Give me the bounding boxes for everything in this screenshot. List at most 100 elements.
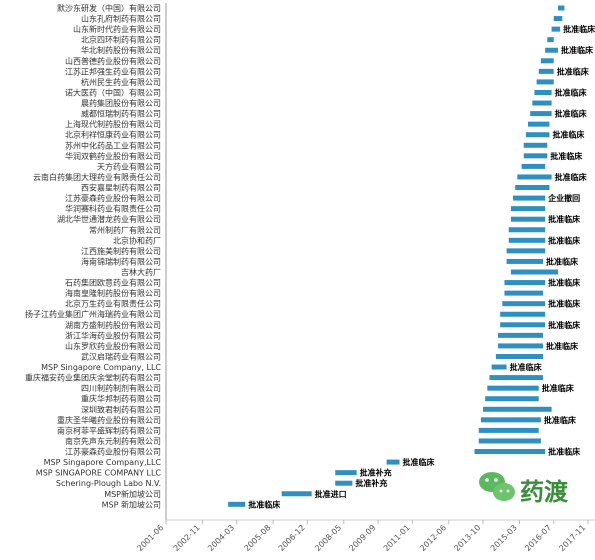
category-label: 默沙东研发（中国）有限公司 (57, 3, 161, 13)
bar (335, 480, 353, 486)
x-tick-label: 2005-08 (243, 523, 273, 553)
bar (478, 438, 541, 444)
x-tick-label: 2006-12 (277, 523, 307, 553)
bar (500, 322, 546, 328)
bar (504, 290, 544, 296)
bar (521, 163, 546, 169)
bar (498, 332, 544, 338)
bar (540, 58, 554, 64)
x-tick-label: 2009-09 (347, 523, 377, 553)
bar (500, 311, 546, 317)
wechat-icon (479, 472, 515, 501)
x-tick-label: 2008-05 (313, 523, 343, 553)
x-axis (165, 3, 595, 521)
bar-note: 批准临床 (546, 341, 579, 351)
x-tick-label: 2011-01 (382, 523, 412, 553)
bar (510, 269, 559, 275)
category-label: 晨药集团股份有限公司 (81, 98, 161, 108)
category-label: 华润赛科药业有限责任公司 (65, 204, 161, 214)
bar (480, 417, 541, 423)
bar-note: 批准临床 (542, 383, 575, 393)
bar-note: 批准临床 (552, 130, 585, 140)
bar (551, 26, 561, 32)
category-label: MSP SINGAPORE COMPANY LLC (36, 469, 162, 478)
category-label: 扬子江药业集团广州海瑞药业有限公司 (25, 309, 161, 319)
category-label: 天方药业有限公司 (97, 161, 161, 171)
bar (513, 195, 546, 201)
bar (506, 248, 546, 254)
category-label: 江苏正邦强生药业有限公司 (65, 66, 161, 76)
bar-note: 批准补充 (355, 478, 387, 488)
bar (504, 280, 546, 286)
category-label: 北京协和药厂 (113, 235, 161, 245)
category-label: Schering-Plough Labo N.V. (56, 479, 161, 488)
bar (536, 79, 554, 85)
category-label: 江西施美制药有限公司 (81, 246, 161, 256)
bar (474, 449, 546, 455)
bar (281, 491, 312, 497)
bar-note: 批准临床 (510, 362, 543, 372)
category-label: 北京四环制药有限公司 (81, 35, 161, 45)
category-label: 重庆华邦制药有限公司 (81, 394, 161, 404)
bar (502, 301, 546, 307)
bar-note: 批准临床 (555, 109, 588, 119)
bar-note: 批准临床 (544, 415, 577, 425)
category-label: 吉林大药厂 (121, 267, 161, 277)
category-labels: 默沙东研发（中国）有限公司山东孔府制药有限公司山东新时代药业有限公司北京四环制药… (25, 3, 161, 509)
category-label: MSP 新加坡公司 (102, 499, 161, 509)
bar-note: 批准进口 (315, 489, 347, 499)
bar-note: 批准临床 (555, 87, 588, 97)
bar (530, 111, 552, 117)
category-label: 海南锦瑞制药有限公司 (81, 256, 161, 266)
x-tick-label: 2001-06 (135, 523, 165, 553)
category-label: 苏州中化药品工业有限公司 (65, 140, 161, 150)
category-label: 威都恒瑞制药有限公司 (81, 109, 161, 119)
bar (508, 237, 546, 243)
x-tick-label: 2012-06 (418, 523, 448, 553)
category-label: 北京利祥恒康药业有限公司 (65, 130, 161, 140)
bar-note: 批准临床 (548, 320, 581, 330)
bar (491, 364, 507, 370)
x-tick-label: 2015-03 (489, 523, 519, 553)
bar (538, 68, 554, 74)
bar-note: 批准临床 (548, 214, 581, 224)
bar-note: 批准临床 (546, 256, 579, 266)
category-label: 云南白药集团大理药业有限责任公司 (33, 172, 161, 182)
category-label: 西安嘉星制药有限公司 (81, 183, 161, 193)
bar (523, 142, 548, 148)
bar (487, 385, 539, 391)
bar (478, 427, 539, 433)
x-tick-label: 2016-07 (523, 523, 553, 553)
x-tick-labels: 2001-06 2002-11 2004-03 2005-08 2006-12 2008-… (135, 520, 589, 553)
bar (528, 121, 550, 127)
category-label: 山西普德药业股份有限公司 (65, 56, 161, 66)
category-label: 北京万生药业有限责任公司 (65, 299, 161, 309)
category-label: 石药集团欧意药业有限公司 (65, 278, 161, 288)
bar-note: 批准临床 (555, 172, 588, 182)
bar (558, 5, 565, 11)
category-label: 南京柯菲平盛辉制药有限公司 (57, 425, 161, 435)
bar (510, 206, 546, 212)
category-label: 山东罗欣药业股份有限公司 (65, 341, 161, 351)
category-label: 浙江华海药业股份有限公司 (65, 330, 161, 340)
bar (547, 37, 554, 43)
bar (485, 396, 539, 402)
category-label: 南京先声东元制药有限公司 (65, 436, 161, 446)
bar (510, 216, 546, 222)
x-tick-label: 2013-10 (452, 523, 482, 553)
category-label: MSP新加坡公司 (104, 489, 161, 499)
bar-note: 批准补充 (360, 468, 392, 478)
category-label: 江苏豪森药业股份有限公司 (65, 447, 161, 457)
bar-note: 企业撤回 (547, 193, 580, 203)
category-label: 深圳致君制药有限公司 (81, 404, 161, 414)
bar (335, 470, 357, 476)
category-label: 武汉启瑞药业有限公司 (81, 351, 161, 361)
bar-note: 批准临床 (557, 66, 590, 76)
category-label: 湖南方盛制药股份有限公司 (65, 320, 161, 330)
category-label: 山东孔府制药有限公司 (81, 14, 161, 24)
bar (534, 89, 552, 95)
bar-note: 批准临床 (402, 457, 435, 467)
bars (228, 5, 565, 507)
bar (489, 375, 544, 381)
